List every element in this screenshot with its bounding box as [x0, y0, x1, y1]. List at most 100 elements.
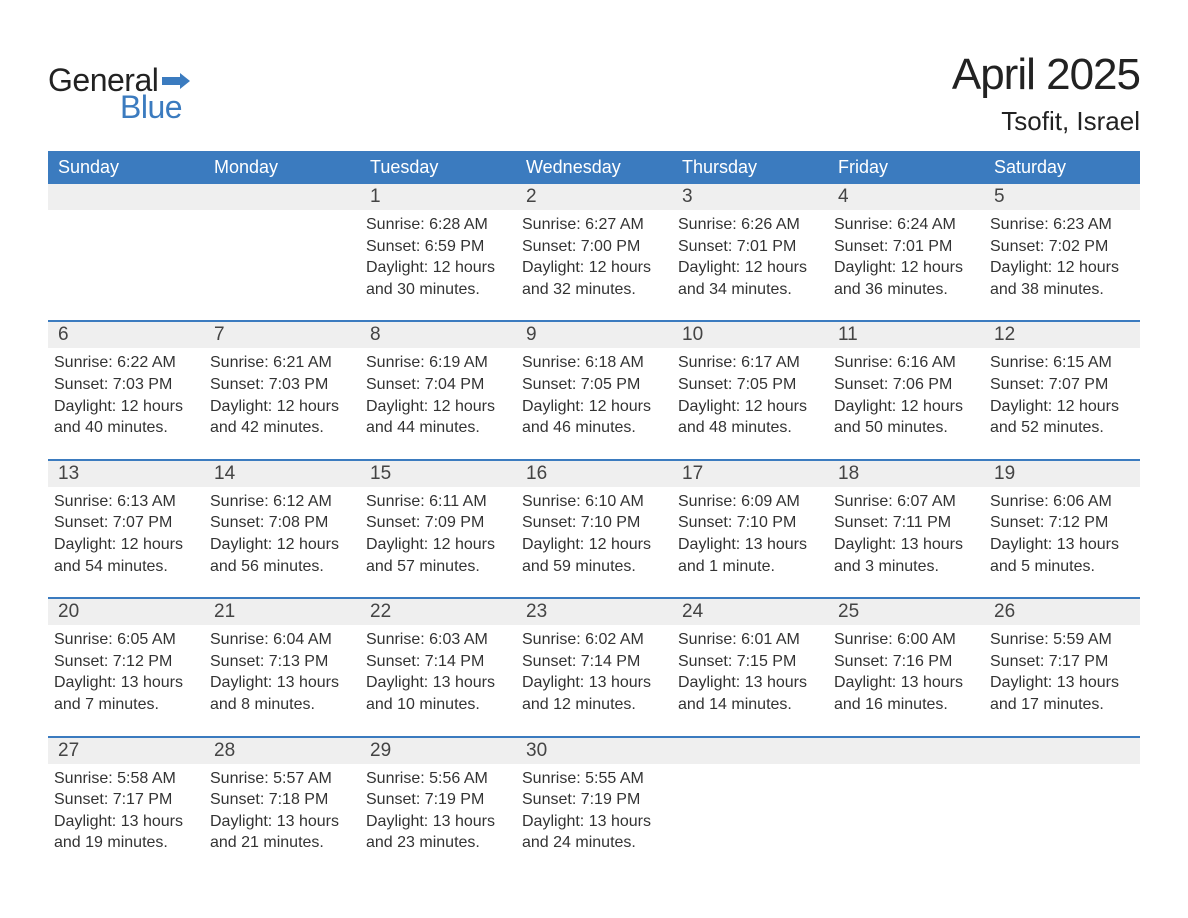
day-content: Sunrise: 6:24 AMSunset: 7:01 PMDaylight:… [828, 210, 984, 300]
sunrise-line: Sunrise: 6:07 AM [834, 491, 974, 513]
daylight-line: Daylight: 12 hours [54, 534, 194, 556]
day-content: Sunrise: 6:26 AMSunset: 7:01 PMDaylight:… [672, 210, 828, 300]
day-number: 26 [984, 599, 1140, 625]
daylight-line: Daylight: 13 hours [522, 811, 662, 833]
day-cell: 18Sunrise: 6:07 AMSunset: 7:11 PMDayligh… [828, 461, 984, 597]
day-cell: 3Sunrise: 6:26 AMSunset: 7:01 PMDaylight… [672, 184, 828, 320]
day-content: Sunrise: 6:01 AMSunset: 7:15 PMDaylight:… [672, 625, 828, 715]
day-number: 4 [828, 184, 984, 210]
day-cell: 12Sunrise: 6:15 AMSunset: 7:07 PMDayligh… [984, 322, 1140, 458]
weekday-header: Friday [828, 151, 984, 184]
sunrise-line: Sunrise: 6:05 AM [54, 629, 194, 651]
sunset-line: Sunset: 7:10 PM [678, 512, 818, 534]
day-number: 13 [48, 461, 204, 487]
sunrise-line: Sunrise: 6:09 AM [678, 491, 818, 513]
day-content: Sunrise: 6:23 AMSunset: 7:02 PMDaylight:… [984, 210, 1140, 300]
daylight-line: and 14 minutes. [678, 694, 818, 716]
sunset-line: Sunset: 7:08 PM [210, 512, 350, 534]
day-number: 9 [516, 322, 672, 348]
sunset-line: Sunset: 6:59 PM [366, 236, 506, 258]
sunrise-line: Sunrise: 6:02 AM [522, 629, 662, 651]
day-number [48, 184, 204, 210]
day-content: Sunrise: 6:17 AMSunset: 7:05 PMDaylight:… [672, 348, 828, 438]
sunrise-line: Sunrise: 6:10 AM [522, 491, 662, 513]
sunset-line: Sunset: 7:11 PM [834, 512, 974, 534]
daylight-line: and 52 minutes. [990, 417, 1130, 439]
daylight-line: and 40 minutes. [54, 417, 194, 439]
daylight-line: and 50 minutes. [834, 417, 974, 439]
daylight-line: and 46 minutes. [522, 417, 662, 439]
calendar: SundayMondayTuesdayWednesdayThursdayFrid… [48, 151, 1140, 874]
day-number: 17 [672, 461, 828, 487]
daylight-line: and 8 minutes. [210, 694, 350, 716]
sunrise-line: Sunrise: 6:18 AM [522, 352, 662, 374]
weekday-header: Thursday [672, 151, 828, 184]
day-cell: 14Sunrise: 6:12 AMSunset: 7:08 PMDayligh… [204, 461, 360, 597]
day-content: Sunrise: 6:04 AMSunset: 7:13 PMDaylight:… [204, 625, 360, 715]
sunset-line: Sunset: 7:01 PM [678, 236, 818, 258]
sunrise-line: Sunrise: 6:26 AM [678, 214, 818, 236]
day-number: 16 [516, 461, 672, 487]
day-number [828, 738, 984, 764]
day-number: 1 [360, 184, 516, 210]
daylight-line: Daylight: 12 hours [210, 396, 350, 418]
sunrise-line: Sunrise: 6:21 AM [210, 352, 350, 374]
day-cell: 25Sunrise: 6:00 AMSunset: 7:16 PMDayligh… [828, 599, 984, 735]
sunrise-line: Sunrise: 5:59 AM [990, 629, 1130, 651]
day-content: Sunrise: 5:55 AMSunset: 7:19 PMDaylight:… [516, 764, 672, 854]
day-number: 20 [48, 599, 204, 625]
sunrise-line: Sunrise: 6:22 AM [54, 352, 194, 374]
day-number: 28 [204, 738, 360, 764]
day-content: Sunrise: 6:10 AMSunset: 7:10 PMDaylight:… [516, 487, 672, 577]
sunrise-line: Sunrise: 6:17 AM [678, 352, 818, 374]
day-cell: 1Sunrise: 6:28 AMSunset: 6:59 PMDaylight… [360, 184, 516, 320]
daylight-line: and 59 minutes. [522, 556, 662, 578]
logo: General Blue [48, 62, 190, 126]
day-number: 10 [672, 322, 828, 348]
day-cell: 16Sunrise: 6:10 AMSunset: 7:10 PMDayligh… [516, 461, 672, 597]
daylight-line: and 7 minutes. [54, 694, 194, 716]
day-number: 19 [984, 461, 1140, 487]
daylight-line: Daylight: 12 hours [834, 257, 974, 279]
week-row: 6Sunrise: 6:22 AMSunset: 7:03 PMDaylight… [48, 320, 1140, 458]
day-cell [672, 738, 828, 874]
weekday-header: Wednesday [516, 151, 672, 184]
sunrise-line: Sunrise: 5:55 AM [522, 768, 662, 790]
day-cell [828, 738, 984, 874]
daylight-line: Daylight: 12 hours [678, 257, 818, 279]
day-content: Sunrise: 6:00 AMSunset: 7:16 PMDaylight:… [828, 625, 984, 715]
daylight-line: and 17 minutes. [990, 694, 1130, 716]
day-cell [48, 184, 204, 320]
sunset-line: Sunset: 7:05 PM [678, 374, 818, 396]
day-number: 25 [828, 599, 984, 625]
day-content: Sunrise: 6:18 AMSunset: 7:05 PMDaylight:… [516, 348, 672, 438]
day-number: 15 [360, 461, 516, 487]
sunset-line: Sunset: 7:01 PM [834, 236, 974, 258]
day-number [204, 184, 360, 210]
daylight-line: and 19 minutes. [54, 832, 194, 854]
sunset-line: Sunset: 7:14 PM [522, 651, 662, 673]
week-row: 13Sunrise: 6:13 AMSunset: 7:07 PMDayligh… [48, 459, 1140, 597]
daylight-line: and 36 minutes. [834, 279, 974, 301]
sunset-line: Sunset: 7:06 PM [834, 374, 974, 396]
sunrise-line: Sunrise: 6:28 AM [366, 214, 506, 236]
sunrise-line: Sunrise: 6:27 AM [522, 214, 662, 236]
sunset-line: Sunset: 7:00 PM [522, 236, 662, 258]
day-number: 5 [984, 184, 1140, 210]
sunset-line: Sunset: 7:13 PM [210, 651, 350, 673]
daylight-line: Daylight: 13 hours [990, 672, 1130, 694]
daylight-line: and 30 minutes. [366, 279, 506, 301]
day-content: Sunrise: 6:16 AMSunset: 7:06 PMDaylight:… [828, 348, 984, 438]
day-number: 3 [672, 184, 828, 210]
day-content: Sunrise: 6:19 AMSunset: 7:04 PMDaylight:… [360, 348, 516, 438]
daylight-line: Daylight: 13 hours [366, 672, 506, 694]
day-content: Sunrise: 6:02 AMSunset: 7:14 PMDaylight:… [516, 625, 672, 715]
weekday-header: Tuesday [360, 151, 516, 184]
daylight-line: and 24 minutes. [522, 832, 662, 854]
day-content: Sunrise: 6:22 AMSunset: 7:03 PMDaylight:… [48, 348, 204, 438]
sunrise-line: Sunrise: 6:00 AM [834, 629, 974, 651]
day-cell: 6Sunrise: 6:22 AMSunset: 7:03 PMDaylight… [48, 322, 204, 458]
sunrise-line: Sunrise: 6:01 AM [678, 629, 818, 651]
sunrise-line: Sunrise: 6:24 AM [834, 214, 974, 236]
daylight-line: Daylight: 12 hours [522, 396, 662, 418]
